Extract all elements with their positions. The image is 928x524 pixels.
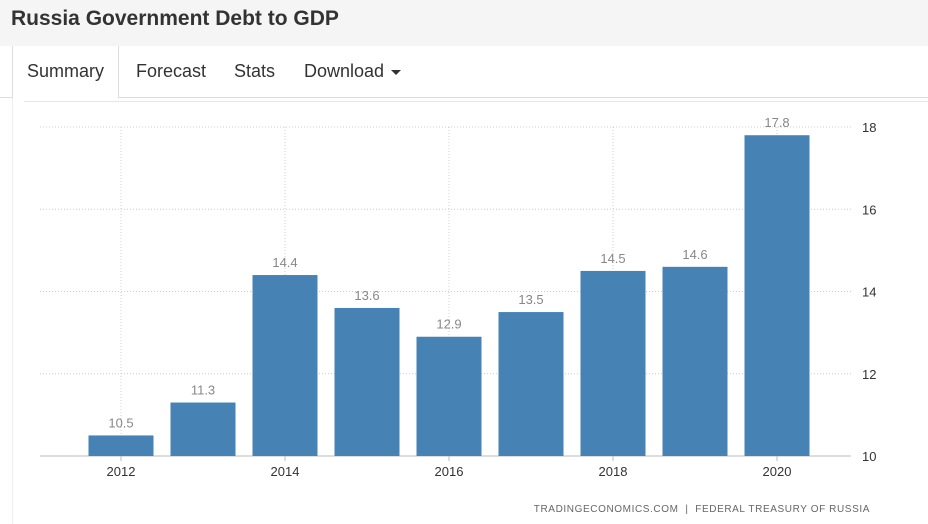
- tab-forecast[interactable]: Forecast: [136, 61, 207, 81]
- bar-2018: [580, 270, 646, 456]
- bars: [88, 135, 810, 456]
- data-label-2014: 14.4: [272, 255, 297, 270]
- y-tick-label: 12: [862, 367, 876, 382]
- bar-2019: [662, 266, 728, 456]
- data-label-2017: 13.5: [518, 292, 543, 307]
- y-tick-label: 16: [862, 202, 876, 217]
- x-tick-label: 2020: [763, 464, 792, 479]
- bar-2013: [170, 402, 236, 456]
- bar-2014: [252, 275, 318, 456]
- page-title: Russia Government Debt to GDP: [11, 7, 339, 30]
- data-label-2020: 17.8: [764, 115, 789, 130]
- y-tick-label: 14: [862, 285, 876, 300]
- tab-summary[interactable]: Summary: [12, 46, 119, 98]
- bar-2015: [334, 307, 400, 456]
- bar-2020: [744, 135, 810, 456]
- x-tick-label: 2012: [107, 464, 136, 479]
- bar-2012: [88, 435, 154, 456]
- chart-top-divider: [24, 101, 928, 102]
- data-label-2015: 13.6: [354, 288, 379, 303]
- source-credit: TRADINGECONOMICS.COM | FEDERAL TREASURY …: [534, 504, 870, 515]
- bar-2016: [416, 336, 482, 456]
- y-tick-labels: 10 12 14 16 18: [862, 120, 876, 464]
- tab-bar: Summary Forecast Stats Download: [0, 46, 928, 98]
- data-label-2019: 14.6: [682, 247, 707, 262]
- tab-download-label: Download: [304, 61, 385, 81]
- x-tick-label: 2018: [599, 464, 628, 479]
- tab-download[interactable]: Download: [304, 46, 402, 97]
- x-tick-label: 2016: [435, 464, 464, 479]
- y-tick-label: 10: [862, 449, 876, 464]
- data-label-2013: 11.3: [191, 383, 215, 398]
- data-label-2018: 14.5: [600, 251, 625, 266]
- x-tick-labels: 2012 2014 2016 2018 2020: [107, 464, 792, 479]
- caret-down-icon: [391, 69, 402, 75]
- tab-stats[interactable]: Stats: [234, 61, 276, 81]
- data-label-2016: 12.9: [436, 317, 461, 332]
- y-tick-label: 18: [862, 120, 876, 135]
- data-labels: 10.5 11.3 14.4 13.6 12.9 13.5 14.5 14.6 17.8: [108, 115, 789, 430]
- bar-2017: [498, 312, 564, 456]
- header-bar: Russia Government Debt to GDP: [0, 0, 928, 47]
- x-tick-label: 2014: [271, 464, 300, 479]
- data-label-2012: 10.5: [108, 415, 133, 430]
